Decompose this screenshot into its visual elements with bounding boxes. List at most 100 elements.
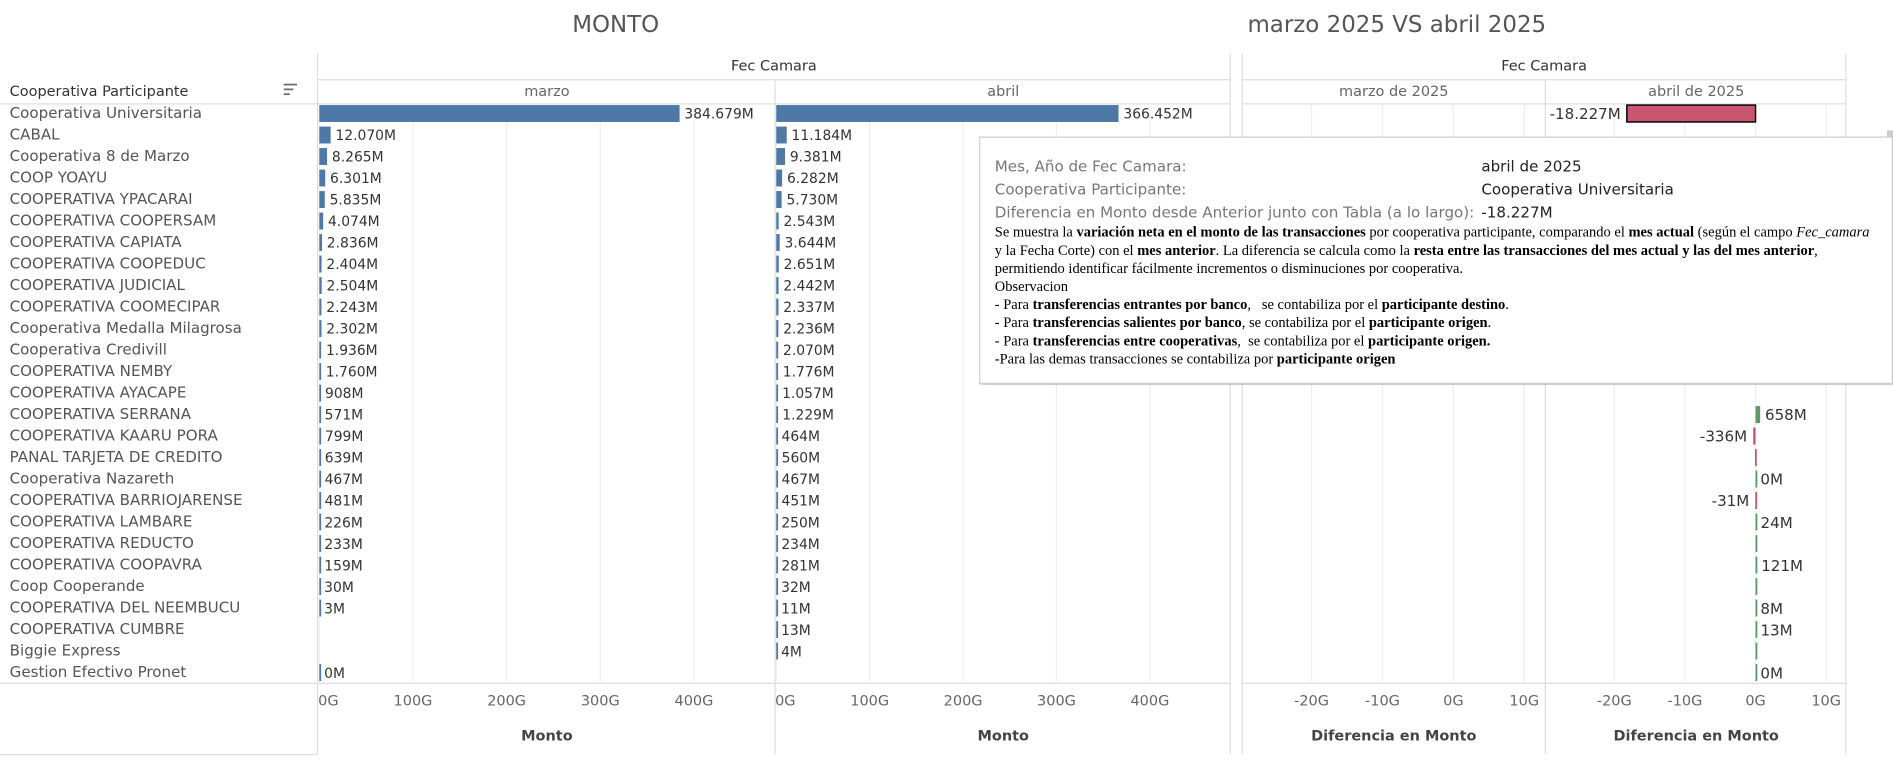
row-label: Gestion Efectivo Pronet — [10, 663, 187, 681]
tooltip-label: Cooperativa Participante: — [994, 179, 1187, 199]
value-label: 2.836M — [327, 236, 379, 252]
bar — [776, 492, 779, 509]
tooltip: Mes, Año de Fec Camara: abril de 2025Coop… — [979, 136, 1893, 384]
value-label: 2.302M — [326, 322, 378, 338]
bar — [776, 427, 779, 445]
bar — [1755, 642, 1758, 660]
bar — [776, 406, 779, 423]
value-label: 5.835M — [330, 193, 382, 209]
row-label: COOPERATIVA AYACAPE — [10, 384, 187, 402]
bar — [1755, 664, 1758, 682]
tooltip-run: Fec_camara — [1796, 223, 1870, 241]
value-label: 2.504M — [326, 279, 378, 295]
value-label: 3M — [324, 601, 345, 617]
value-label: 467M — [325, 472, 363, 488]
value-label: 464M — [782, 429, 820, 445]
value-label: -31M — [1712, 492, 1750, 510]
value-label: 908M — [325, 386, 363, 402]
tooltip-run: - Para — [994, 332, 1033, 349]
x-axis-title: Monto — [521, 728, 573, 744]
row-label: COOPERATIVA KAARU PORA — [10, 427, 219, 445]
tooltip-run: . — [1505, 295, 1509, 313]
bar — [319, 599, 322, 617]
tooltip-run: , se contabiliza por el — [1237, 332, 1369, 349]
bar — [776, 320, 779, 337]
value-label: 1.057M — [782, 386, 834, 402]
bar — [776, 126, 787, 144]
bar — [776, 105, 1119, 122]
row-label: Cooperativa Medalla Milagrosa — [10, 319, 242, 337]
value-label: 9.381M — [790, 150, 842, 166]
bar — [776, 621, 779, 639]
tooltip-run: participante destino — [1381, 295, 1506, 313]
bar — [319, 320, 322, 337]
value-label: -18.227M — [1550, 105, 1621, 123]
x-tick-label: -10G — [1667, 693, 1702, 709]
tooltip-run: participante origen. — [1368, 332, 1491, 349]
value-label: 384.679M — [684, 107, 753, 123]
row-label: COOPERATIVA LAMBARE — [10, 513, 193, 531]
value-label: 8.265M — [332, 150, 384, 166]
x-tick-label: 100G — [850, 693, 889, 709]
x-axis-title: Monto — [977, 728, 1029, 744]
value-label: 799M — [325, 429, 363, 445]
bar — [1755, 535, 1758, 553]
row-label: Cooperativa 8 de Marzo — [10, 147, 190, 165]
tooltip-field: Diferencia en Monto desde Anterior junto… — [995, 200, 1878, 223]
value-label: 658M — [1765, 406, 1807, 424]
x-tick-label: 400G — [1130, 693, 1169, 709]
value-label: 1.776M — [783, 365, 835, 381]
bar — [319, 535, 322, 553]
tooltip-value: -18.227M — [1481, 202, 1553, 221]
bar — [776, 298, 779, 316]
row-label: COOPERATIVA CUMBRE — [10, 620, 185, 638]
x-tick-label: -20G — [1597, 693, 1632, 709]
bar — [319, 105, 680, 122]
row-label: PANAL TARJETA DE CREDITO — [10, 448, 223, 466]
tooltip-box: Mes, Año de Fec Camara: abril de 2025 Coop… — [979, 136, 1893, 384]
tooltip-run: participante origen — [1276, 350, 1396, 368]
value-label: 0M — [324, 666, 345, 682]
bar — [319, 255, 322, 273]
bar — [319, 298, 322, 316]
value-label: 8M — [1760, 600, 1783, 618]
bar — [776, 191, 782, 208]
x-tick-label: 200G — [487, 693, 526, 709]
bar — [776, 578, 779, 596]
x-tick-label: 0G — [1745, 693, 1765, 709]
tooltip-run: y la Fecha Corte) con el — [994, 223, 1874, 259]
bar — [776, 599, 779, 617]
tooltip-label: Diferencia en Monto desde Anterior junto… — [994, 202, 1475, 221]
value-label: 24M — [1761, 514, 1793, 532]
bar — [1755, 470, 1758, 488]
tooltip-run: - Para — [994, 295, 1033, 313]
value-label: 2.236M — [783, 322, 835, 338]
panel-header: marzo — [524, 84, 570, 100]
bar — [1755, 406, 1761, 423]
tooltip-field: Mes, Año de Fec Camara: abril de 2025 — [995, 155, 1878, 178]
tooltip-run: participante origen — [1368, 313, 1488, 331]
tooltip-paragraph: Observacion — [995, 278, 1878, 296]
sort-icon[interactable] — [283, 83, 297, 96]
bar — [1753, 427, 1756, 445]
row-label: COOPERATIVA COOMECIPAR — [10, 298, 221, 316]
value-label: 639M — [325, 451, 363, 467]
value-label: 366.452M — [1123, 107, 1192, 123]
bar — [319, 449, 322, 466]
value-label: 1.760M — [326, 365, 378, 381]
tooltip-paragraph: - Para transferencias entrantes por banc… — [995, 296, 1878, 314]
value-label: 159M — [324, 558, 362, 574]
tooltip-run: transferencias salientes por banco — [1032, 313, 1242, 331]
tooltip-paragraph: Se muestra la variación neta en el monto… — [995, 223, 1878, 277]
bar — [1755, 492, 1758, 509]
row-label: COOPERATIVA YPACARAI — [10, 190, 193, 208]
value-label: 481M — [325, 494, 363, 510]
value-label: 234M — [781, 537, 819, 553]
bar — [319, 513, 322, 531]
value-label: 11.184M — [792, 128, 853, 144]
bar — [776, 363, 779, 380]
tooltip-run: mes actual — [1628, 223, 1695, 241]
row-label: COOPERATIVA COOPEDUC — [10, 255, 206, 273]
value-label: 11M — [781, 601, 811, 617]
tooltip-label: Mes, Año de Fec Camara: — [994, 156, 1187, 176]
